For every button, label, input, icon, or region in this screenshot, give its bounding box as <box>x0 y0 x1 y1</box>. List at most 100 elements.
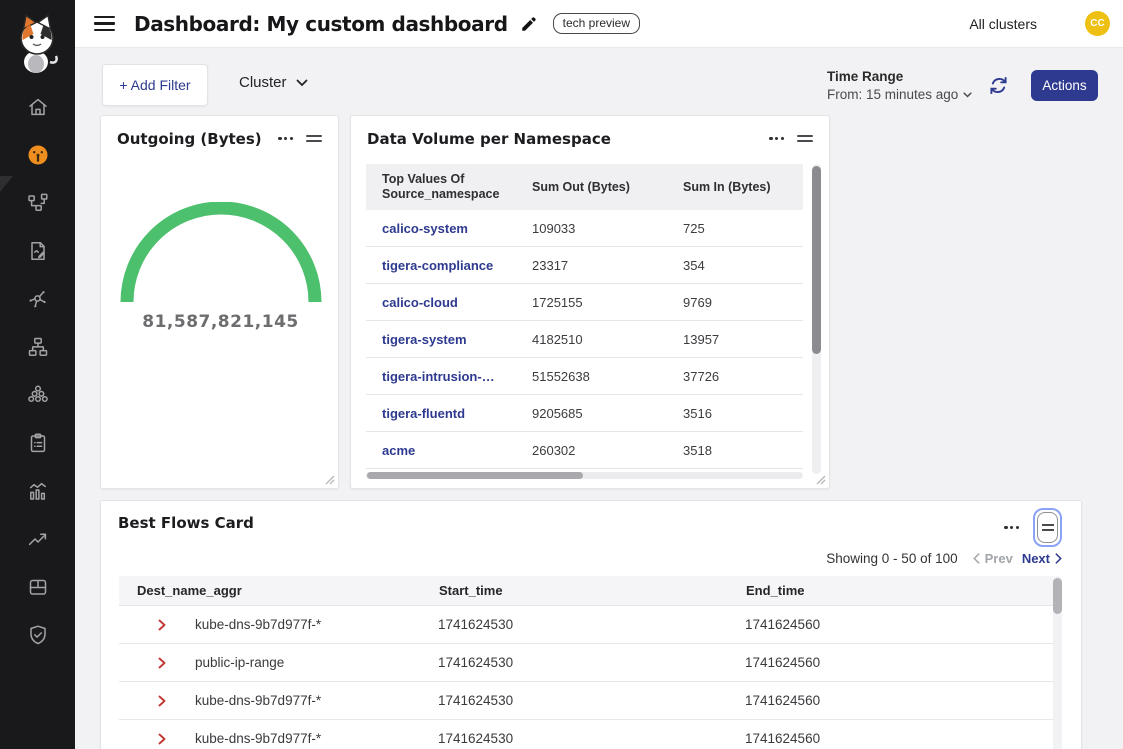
column-header: End_time <box>728 583 1054 598</box>
card-title: Data Volume per Namespace <box>367 130 611 148</box>
sum-out-value: 260302 <box>516 443 667 458</box>
next-button[interactable]: Next <box>1022 551 1062 566</box>
drag-handle-icon[interactable] <box>1037 512 1058 543</box>
expand-chevron-icon[interactable] <box>140 657 167 669</box>
report-clipboard-icon[interactable] <box>18 431 58 455</box>
sum-in-value: 9769 <box>667 295 803 310</box>
user-avatar[interactable]: CC <box>1085 11 1110 36</box>
network-tree-icon[interactable] <box>18 335 58 359</box>
sidebar <box>0 0 75 749</box>
trend-arrow-icon[interactable] <box>18 527 58 551</box>
topbar: Dashboard: My custom dashboard tech prev… <box>75 0 1123 48</box>
table-row: tigera-intrusion-d… 51552638 37726 <box>366 358 803 395</box>
namespace-link[interactable]: calico-system <box>366 221 500 236</box>
table-row: calico-system 109033 725 <box>366 210 803 247</box>
namespace-link[interactable]: tigera-intrusion-d… <box>366 369 500 384</box>
refresh-icon[interactable] <box>988 75 1009 96</box>
dashboard-gauge-icon[interactable] <box>18 143 58 167</box>
table-row[interactable]: kube-dns-9b7d977f-* 1741624530 174162456… <box>119 682 1054 720</box>
sidebar-nav <box>0 95 75 647</box>
expand-chevron-icon[interactable] <box>140 695 167 707</box>
sum-out-value: 51552638 <box>516 369 667 384</box>
cluster-dropdown[interactable]: Cluster <box>239 74 308 91</box>
table-row: tigera-fluentd 9205685 3516 <box>366 395 803 432</box>
page-title: Dashboard: My custom dashboard <box>134 12 508 36</box>
table-row: tigera-compliance 23317 354 <box>366 247 803 284</box>
expand-chevron-icon[interactable] <box>140 733 167 745</box>
best-flows-card: Best Flows Card Showing 0 - 50 of 100 Pr… <box>100 500 1082 749</box>
horizontal-scrollbar[interactable] <box>366 472 803 479</box>
expand-chevron-icon[interactable] <box>140 619 167 631</box>
card-menu-icon[interactable] <box>1004 522 1019 533</box>
card-title: Outgoing (Bytes) <box>117 130 262 148</box>
dest-name: kube-dns-9b7d977f-* <box>178 731 321 746</box>
app-window: Dashboard: My custom dashboard tech prev… <box>0 0 1123 749</box>
card-title: Best Flows Card <box>118 514 254 532</box>
dest-name: kube-dns-9b7d977f-* <box>178 693 321 708</box>
home-icon[interactable] <box>18 95 58 119</box>
sum-in-value: 3518 <box>667 443 803 458</box>
start-time: 1741624530 <box>421 693 728 708</box>
column-header: Start_time <box>421 583 728 598</box>
time-range-label: Time Range <box>827 69 972 84</box>
namespace-link[interactable]: tigera-compliance <box>366 258 500 273</box>
start-time: 1741624530 <box>421 731 728 746</box>
showing-text: Showing 0 - 50 of 100 <box>826 551 957 566</box>
chevron-down-icon <box>963 92 972 98</box>
calico-cat-logo-icon[interactable] <box>14 10 61 79</box>
sum-in-value: 3516 <box>667 406 803 421</box>
card-menu-icon[interactable] <box>278 133 293 144</box>
sum-out-value: 9205685 <box>516 406 667 421</box>
statistics-chart-icon[interactable] <box>18 479 58 503</box>
cluster-nodes-icon[interactable] <box>18 383 58 407</box>
flows-table: Dest_name_aggr Start_time End_time kube-… <box>119 576 1054 749</box>
column-header: Sum In (Bytes) <box>667 180 803 195</box>
time-range-value[interactable]: From: 15 minutes ago <box>827 87 972 102</box>
table-row[interactable]: public-ip-range 1741624530 1741624560 <box>119 644 1054 682</box>
vertical-scrollbar[interactable] <box>1053 576 1062 749</box>
resize-grip-icon[interactable] <box>325 475 335 485</box>
all-clusters-selector[interactable]: All clusters <box>969 16 1037 32</box>
policy-edit-icon[interactable] <box>18 239 58 263</box>
column-header: Sum Out (Bytes) <box>516 180 667 195</box>
storage-box-icon[interactable] <box>18 575 58 599</box>
namespace-link[interactable]: calico-cloud <box>366 295 500 310</box>
dest-name: kube-dns-9b7d977f-* <box>178 617 321 632</box>
column-header: Top Values Of Source_namespace <box>366 172 516 202</box>
drag-handle-focused[interactable] <box>1033 508 1062 547</box>
edit-pencil-icon[interactable] <box>520 15 538 33</box>
flows-table-header: Dest_name_aggr Start_time End_time <box>119 576 1054 606</box>
start-time: 1741624530 <box>421 617 728 632</box>
sum-out-value: 109033 <box>516 221 667 236</box>
actions-button[interactable]: Actions <box>1031 70 1098 101</box>
add-filter-button[interactable]: + Add Filter <box>102 64 208 106</box>
chevron-down-icon <box>296 79 308 87</box>
sum-out-value: 4182510 <box>516 332 667 347</box>
card-menu-icon[interactable] <box>769 133 784 144</box>
shield-check-icon[interactable] <box>18 623 58 647</box>
pagination: Showing 0 - 50 of 100 Prev Next <box>826 551 1062 566</box>
table-row: calico-cloud 1725155 9769 <box>366 284 803 321</box>
main-content: + Add Filter Cluster Time Range From: 15… <box>75 48 1123 749</box>
drag-handle-icon[interactable] <box>797 132 813 145</box>
dest-name: public-ip-range <box>178 655 284 670</box>
hamburger-menu-icon[interactable] <box>94 16 115 32</box>
end-time: 1741624560 <box>728 617 1054 632</box>
namespace-table-header: Top Values Of Source_namespace Sum Out (… <box>366 164 803 210</box>
namespace-link[interactable]: acme <box>366 443 500 458</box>
sum-in-value: 725 <box>667 221 803 236</box>
service-graph-icon[interactable] <box>18 191 58 215</box>
vertical-scrollbar[interactable] <box>812 164 821 474</box>
start-time: 1741624530 <box>421 655 728 670</box>
gauge-chart <box>111 202 331 317</box>
namespace-link[interactable]: tigera-system <box>366 332 500 347</box>
table-row[interactable]: kube-dns-9b7d977f-* 1741624530 174162456… <box>119 606 1054 644</box>
prev-button[interactable]: Prev <box>973 551 1013 566</box>
namespace-link[interactable]: tigera-fluentd <box>366 406 500 421</box>
flow-visualization-icon[interactable] <box>18 287 58 311</box>
table-row[interactable]: kube-dns-9b7d977f-* 1741624530 174162456… <box>119 720 1054 749</box>
drag-handle-icon[interactable] <box>306 132 322 145</box>
data-volume-namespace-card: Data Volume per Namespace Top Values Of … <box>350 115 830 489</box>
sum-out-value: 23317 <box>516 258 667 273</box>
resize-grip-icon[interactable] <box>816 475 826 485</box>
